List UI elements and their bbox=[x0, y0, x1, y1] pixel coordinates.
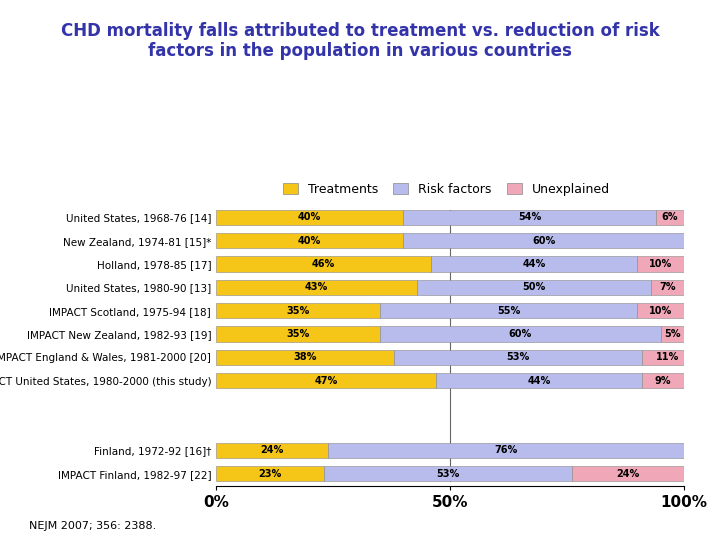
Text: 53%: 53% bbox=[506, 352, 529, 362]
Bar bbox=[324, 466, 572, 481]
Text: 76%: 76% bbox=[495, 446, 518, 455]
Bar bbox=[652, 280, 684, 295]
Text: 40%: 40% bbox=[298, 236, 321, 246]
Text: 55%: 55% bbox=[497, 306, 520, 316]
Bar bbox=[216, 466, 324, 481]
Bar bbox=[403, 210, 656, 225]
Bar bbox=[216, 233, 403, 248]
Text: 10%: 10% bbox=[649, 259, 672, 269]
Bar bbox=[216, 256, 431, 272]
Bar bbox=[642, 373, 684, 388]
Bar bbox=[431, 256, 637, 272]
Bar bbox=[216, 326, 380, 341]
Text: 24%: 24% bbox=[261, 446, 284, 455]
Bar bbox=[216, 350, 394, 365]
Text: 10%: 10% bbox=[649, 306, 672, 316]
Text: 35%: 35% bbox=[287, 306, 310, 316]
Bar bbox=[394, 350, 642, 365]
Bar bbox=[328, 443, 684, 458]
Text: 44%: 44% bbox=[527, 375, 551, 386]
Text: 6%: 6% bbox=[662, 212, 678, 222]
Bar bbox=[216, 280, 418, 295]
Text: 53%: 53% bbox=[436, 469, 459, 479]
Bar bbox=[436, 373, 642, 388]
Bar bbox=[572, 466, 684, 481]
Bar bbox=[403, 233, 684, 248]
Legend: Treatments, Risk factors, Unexplained: Treatments, Risk factors, Unexplained bbox=[279, 179, 613, 200]
Bar bbox=[642, 350, 693, 365]
Bar bbox=[660, 326, 684, 341]
Bar bbox=[656, 210, 684, 225]
Text: NEJM 2007; 356: 2388.: NEJM 2007; 356: 2388. bbox=[29, 521, 156, 531]
Text: 7%: 7% bbox=[660, 282, 676, 292]
Text: 40%: 40% bbox=[298, 212, 321, 222]
Text: 5%: 5% bbox=[664, 329, 680, 339]
Bar bbox=[418, 280, 652, 295]
Text: 43%: 43% bbox=[305, 282, 328, 292]
Bar bbox=[380, 326, 660, 341]
Text: 38%: 38% bbox=[293, 352, 317, 362]
Text: 35%: 35% bbox=[287, 329, 310, 339]
Text: 47%: 47% bbox=[315, 375, 338, 386]
Bar bbox=[637, 303, 684, 318]
Text: 54%: 54% bbox=[518, 212, 541, 222]
Bar bbox=[216, 373, 436, 388]
Bar bbox=[637, 256, 684, 272]
Bar bbox=[216, 210, 403, 225]
Text: 11%: 11% bbox=[656, 352, 679, 362]
Text: 50%: 50% bbox=[523, 282, 546, 292]
Text: 44%: 44% bbox=[523, 259, 546, 269]
Text: 60%: 60% bbox=[508, 329, 532, 339]
Text: 9%: 9% bbox=[654, 375, 671, 386]
Bar bbox=[380, 303, 637, 318]
Text: 46%: 46% bbox=[312, 259, 336, 269]
Text: 24%: 24% bbox=[616, 469, 639, 479]
Text: 23%: 23% bbox=[258, 469, 282, 479]
Bar bbox=[216, 443, 328, 458]
Bar bbox=[216, 303, 380, 318]
Text: CHD mortality falls attributed to treatment vs. reduction of risk
factors in the: CHD mortality falls attributed to treatm… bbox=[60, 22, 660, 60]
Text: 60%: 60% bbox=[532, 236, 555, 246]
